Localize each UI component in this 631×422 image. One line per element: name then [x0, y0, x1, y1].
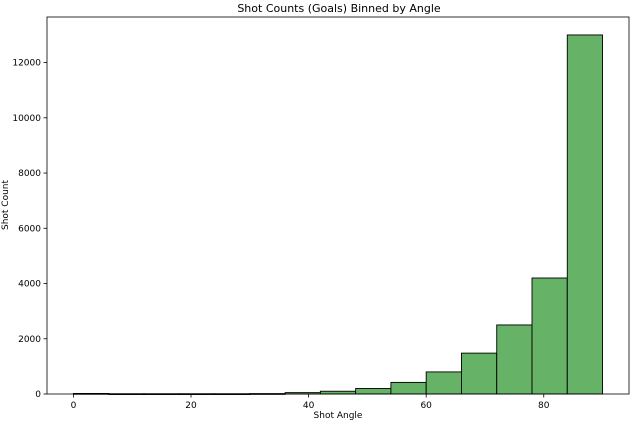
chart-title: Shot Counts (Goals) Binned by Angle: [237, 2, 441, 15]
y-axis-label: Shot Count: [1, 180, 11, 231]
histogram-bar: [496, 324, 533, 395]
y-tick-label: 12000: [12, 59, 41, 69]
y-tick-label: 6000: [18, 224, 41, 234]
y-tick-label: 8000: [18, 169, 41, 179]
histogram-bar: [425, 371, 462, 395]
x-tick-label: 40: [303, 401, 315, 411]
x-tick-label: 80: [538, 401, 550, 411]
x-tick-label: 20: [185, 401, 197, 411]
histogram-bar: [531, 277, 568, 395]
y-tick-label: 4000: [18, 280, 41, 290]
bars-group: [73, 34, 603, 395]
histogram-bar: [566, 34, 603, 395]
x-axis-label: Shot Angle: [314, 411, 363, 421]
histogram-bar: [390, 381, 427, 395]
histogram-bar: [319, 390, 357, 395]
histogram-bar: [355, 388, 392, 395]
x-axis-ticks: 0 20 40 60 80: [71, 394, 550, 411]
x-tick-label: 60: [420, 401, 432, 411]
y-tick-label: 10000: [12, 114, 41, 124]
plot-frame: [46, 16, 630, 395]
x-tick-label: 0: [71, 401, 77, 411]
y-tick-label: 2000: [18, 335, 41, 345]
histogram-bar: [461, 352, 498, 395]
y-tick-label: 0: [35, 390, 41, 400]
y-axis-ticks: 0 2000 4000 6000 8000 10000 12000: [12, 59, 47, 400]
